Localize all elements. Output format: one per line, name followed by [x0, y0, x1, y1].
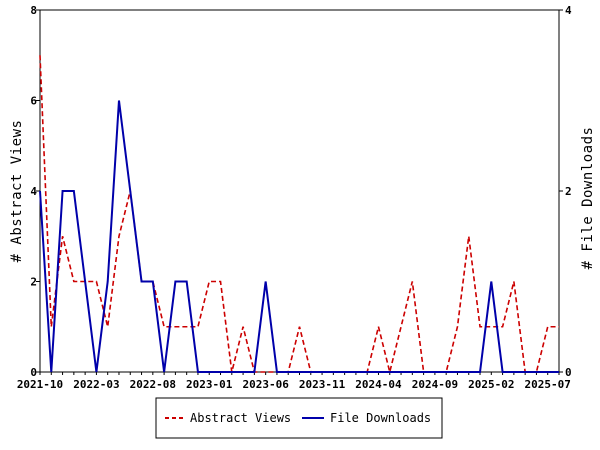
x-tick-label: 2022-03	[73, 378, 119, 391]
y2-tick-label: 0	[565, 366, 572, 379]
legend-label-file-downloads: File Downloads	[330, 411, 431, 425]
y-tick-label: 2	[30, 276, 37, 289]
series-layer	[39, 55, 559, 373]
x-tick-label: 2023-11	[299, 378, 346, 391]
y-tick-label: 6	[30, 95, 37, 108]
x-tick-label: 2024-09	[412, 378, 458, 391]
series-line-abstract-views	[39, 55, 559, 373]
y-tick-label: 8	[30, 4, 37, 17]
series-line-file-downloads	[39, 100, 559, 373]
x-tick-label: 2021-10	[17, 378, 63, 391]
y-tick-label: 0	[30, 366, 37, 379]
y-tick-label: 4	[30, 185, 37, 198]
x-tick-label: 2023-06	[242, 378, 289, 391]
y2-tick-label: 2	[565, 185, 572, 198]
legend-box	[155, 397, 443, 439]
legend-label-abstract-views: Abstract Views	[190, 411, 291, 425]
x-tick-label: 2024-04	[355, 378, 402, 391]
legend: Abstract Views File Downloads	[155, 397, 443, 439]
x-tick-label: 2023-01	[186, 378, 233, 391]
x-tick-label: 2022-08	[130, 378, 176, 391]
y2-axis-title: # File Downloads	[580, 127, 596, 270]
right-axis-ticks: 0 2 4	[559, 4, 572, 379]
x-axis-ticks: 2021-10 2022-03 2022-08 2023-01 2023-06 2023-…	[17, 372, 571, 391]
x-tick-label: 2025-07	[525, 378, 571, 391]
plot-area	[39, 9, 560, 373]
y2-tick-label: 4	[565, 4, 572, 17]
left-axis-ticks: 0 2 4 6 8	[30, 4, 40, 379]
x-tick-label: 2025-02	[468, 378, 514, 391]
y-axis-title: # Abstract Views	[9, 120, 25, 263]
